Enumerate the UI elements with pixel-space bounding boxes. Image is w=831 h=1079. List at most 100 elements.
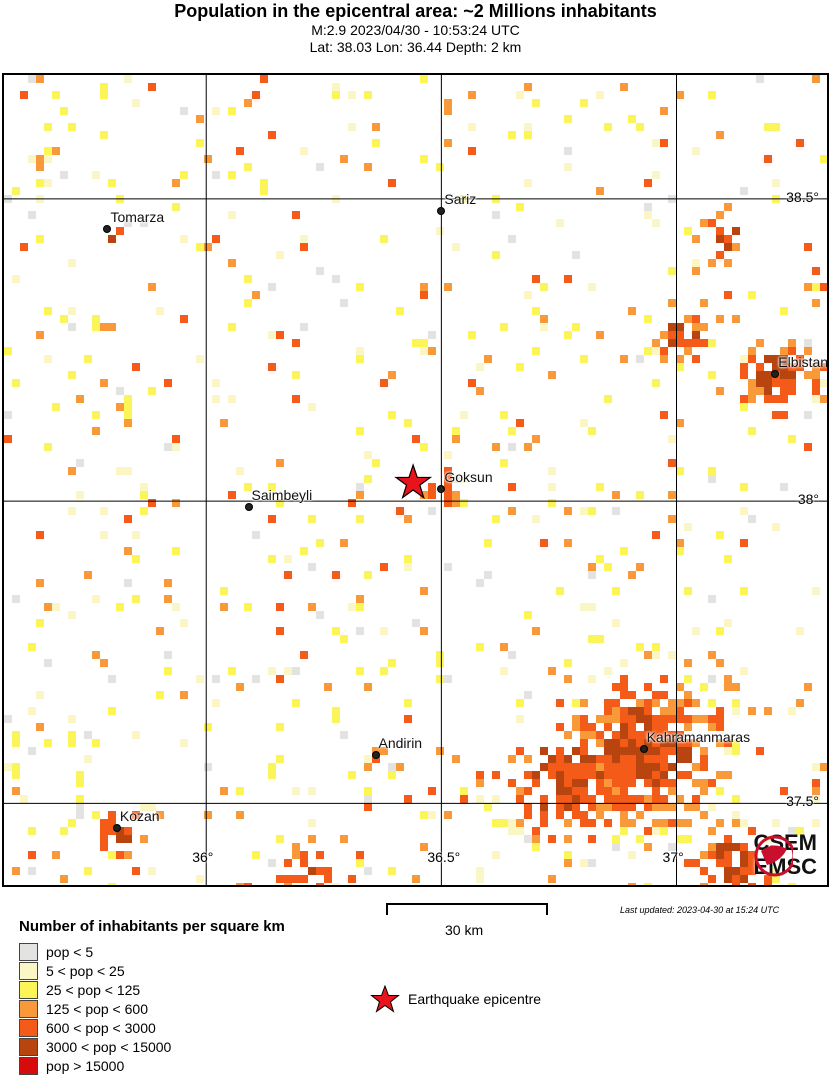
population-cell	[124, 403, 132, 411]
population-cell	[660, 763, 668, 771]
population-cell	[724, 555, 732, 563]
population-cell	[412, 339, 420, 347]
population-cell	[356, 859, 364, 867]
population-cell	[620, 771, 628, 779]
city-marker[interactable]	[437, 485, 446, 494]
population-cell	[356, 483, 364, 491]
population-cell	[476, 643, 484, 651]
population-cell	[652, 763, 660, 771]
population-cell	[564, 803, 572, 811]
population-cell	[796, 363, 804, 371]
population-cell	[116, 851, 124, 859]
population-cell	[596, 811, 604, 819]
population-cell	[364, 763, 372, 771]
city-marker[interactable]	[112, 823, 121, 832]
population-cell	[220, 787, 228, 795]
population-cell	[500, 411, 508, 419]
city-marker[interactable]	[103, 225, 112, 234]
population-cell	[380, 667, 388, 675]
population-cell	[684, 339, 692, 347]
population-cell	[644, 315, 652, 323]
population-cell	[508, 131, 516, 139]
population-cell	[564, 771, 572, 779]
lon-tick-label: 36.5°	[427, 849, 461, 865]
map-frame[interactable]: 36° 36.5° 37° 38.5° 38° 37.5° Tomarza Sariz Elbi…	[2, 73, 829, 887]
population-cell	[92, 651, 100, 659]
population-cell	[444, 491, 452, 499]
epicentre-star-icon[interactable]	[394, 463, 433, 500]
city-marker[interactable]	[771, 370, 780, 379]
population-cell	[580, 731, 588, 739]
population-cell	[716, 531, 724, 539]
population-cell	[684, 715, 692, 723]
population-cell	[484, 571, 492, 579]
population-cell	[20, 795, 28, 803]
population-cell	[676, 819, 684, 827]
population-cell	[524, 771, 532, 779]
population-cell	[148, 387, 156, 395]
population-cell	[244, 603, 252, 611]
population-cell	[164, 379, 172, 387]
population-cell	[356, 491, 364, 499]
population-cell	[588, 755, 596, 763]
population-cell	[340, 731, 348, 739]
population-cell	[636, 739, 644, 747]
population-cell	[700, 219, 708, 227]
population-cell	[724, 875, 732, 883]
population-cell	[660, 707, 668, 715]
population-cell	[692, 739, 700, 747]
city-marker[interactable]	[244, 503, 253, 512]
population-cell	[564, 331, 572, 339]
population-cell	[676, 795, 684, 803]
population-cell	[140, 803, 148, 811]
population-cell	[420, 443, 428, 451]
population-cell	[276, 627, 284, 635]
population-cell	[812, 299, 820, 307]
population-cell	[196, 139, 204, 147]
population-cell	[276, 251, 284, 259]
population-cell	[668, 747, 676, 755]
population-cell	[692, 259, 700, 267]
population-cell	[476, 771, 484, 779]
population-cell	[620, 827, 628, 835]
population-cell	[652, 347, 660, 355]
population-cell	[564, 787, 572, 795]
population-cell	[564, 115, 572, 123]
population-cell	[644, 211, 652, 219]
population-cell	[332, 91, 340, 99]
population-cell	[460, 787, 468, 795]
population-cell	[484, 355, 492, 363]
population-cell	[700, 763, 708, 771]
population-cell	[716, 859, 724, 867]
population-cell	[788, 883, 796, 885]
population-cell	[292, 211, 300, 219]
population-cell	[812, 395, 820, 403]
population-cell	[668, 267, 676, 275]
population-cell	[180, 619, 188, 627]
population-cell	[180, 739, 188, 747]
population-cell	[748, 851, 756, 859]
population-cell	[556, 587, 564, 595]
population-cell	[428, 811, 436, 819]
legend-label: 25 < pop < 125	[46, 981, 141, 998]
population-cell	[100, 83, 108, 91]
city-marker[interactable]	[371, 751, 380, 760]
population-cell	[180, 107, 188, 115]
population-cell	[300, 323, 308, 331]
population-cell	[716, 739, 724, 747]
population-cell	[68, 731, 76, 739]
population-cell	[420, 339, 428, 347]
population-cell	[508, 651, 516, 659]
population-cell	[580, 419, 588, 427]
population-cell	[716, 707, 724, 715]
population-cell	[740, 851, 748, 859]
population-cell	[812, 363, 820, 371]
city-marker[interactable]	[437, 207, 446, 215]
population-cell	[444, 467, 452, 475]
population-cell	[604, 747, 612, 755]
population-cell	[596, 555, 604, 563]
population-cell	[132, 531, 140, 539]
population-cell	[772, 411, 780, 419]
population-cell	[604, 563, 612, 571]
city-marker[interactable]	[639, 744, 648, 753]
